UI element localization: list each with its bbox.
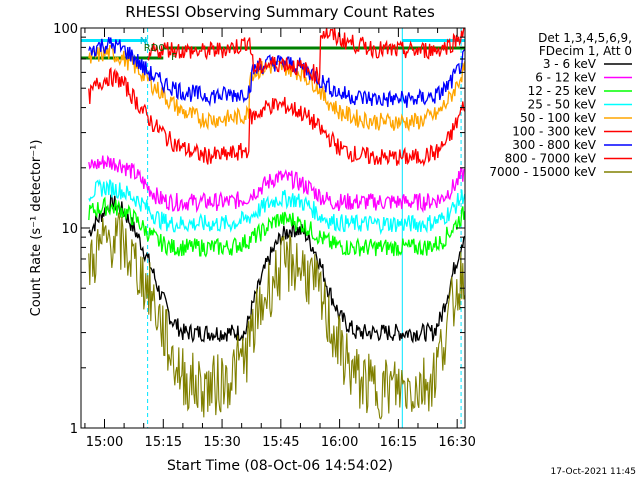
y-tick-label-10: 10	[61, 222, 78, 237]
series-line-7	[147, 28, 465, 85]
y-tick-label-100: 100	[53, 22, 78, 37]
y-tick-labels: 1 10 100	[53, 22, 78, 437]
legend-label-0: 3 - 6 keV	[543, 57, 597, 71]
series-line-2	[88, 196, 465, 258]
series-line-5	[88, 66, 465, 167]
series-line-8	[88, 212, 465, 420]
legend-header-line-1: Det 1,3,4,5,6,9,	[538, 31, 632, 45]
legend-label-5: 100 - 300 keV	[512, 125, 596, 139]
x-tick-labels: 15:00 15:15 15:30 15:45 16:00 16:15 16:30	[86, 435, 476, 450]
legend-label-7: 800 - 7000 keV	[505, 152, 597, 166]
series-line-3	[88, 178, 465, 236]
legend-label-3: 25 - 50 keV	[528, 98, 597, 112]
legend: Det 1,3,4,5,6,9, FDecim 1, Att 0 3 - 6 k…	[489, 31, 632, 179]
footer-timestamp: 17-Oct-2021 11:45	[551, 467, 636, 477]
legend-label-1: 6 - 12 keV	[535, 71, 597, 85]
series-line-1	[88, 154, 465, 214]
plot-axes	[80, 27, 466, 429]
legend-label-4: 50 - 100 keV	[520, 111, 597, 125]
flag-label-f: F	[171, 52, 177, 63]
flag-label-n: N	[140, 36, 147, 47]
series-group	[88, 28, 465, 420]
chart-title: RHESSI Observing Summary Count Rates	[125, 3, 435, 21]
x-tick-label-1530: 15:30	[203, 435, 240, 450]
y-tick-label-1: 1	[70, 422, 78, 437]
legend-label-8: 7000 - 15000 keV	[489, 165, 596, 179]
legend-header-line-2: FDecim 1, Att 0	[539, 44, 632, 58]
x-tick-label-1545: 15:45	[262, 435, 299, 450]
series-line-6	[88, 36, 465, 108]
x-tick-label-1600: 16:00	[321, 435, 358, 450]
y-axis-label: Count Rate (s⁻¹ detector⁻¹)	[29, 140, 44, 317]
x-tick-label-1500: 15:00	[86, 435, 123, 450]
x-tick-label-1630: 16:30	[438, 435, 475, 450]
x-tick-label-1515: 15:15	[145, 435, 182, 450]
plot-frame	[80, 27, 466, 429]
x-axis-label: Start Time (08-Oct-06 14:54:02)	[167, 458, 393, 474]
flag-label-rd0: RD0	[144, 43, 165, 54]
series-line-0	[88, 191, 465, 344]
legend-label-2: 12 - 25 keV	[528, 84, 597, 98]
x-tick-label-1615: 16:15	[380, 435, 417, 450]
legend-label-6: 300 - 800 keV	[512, 138, 596, 152]
